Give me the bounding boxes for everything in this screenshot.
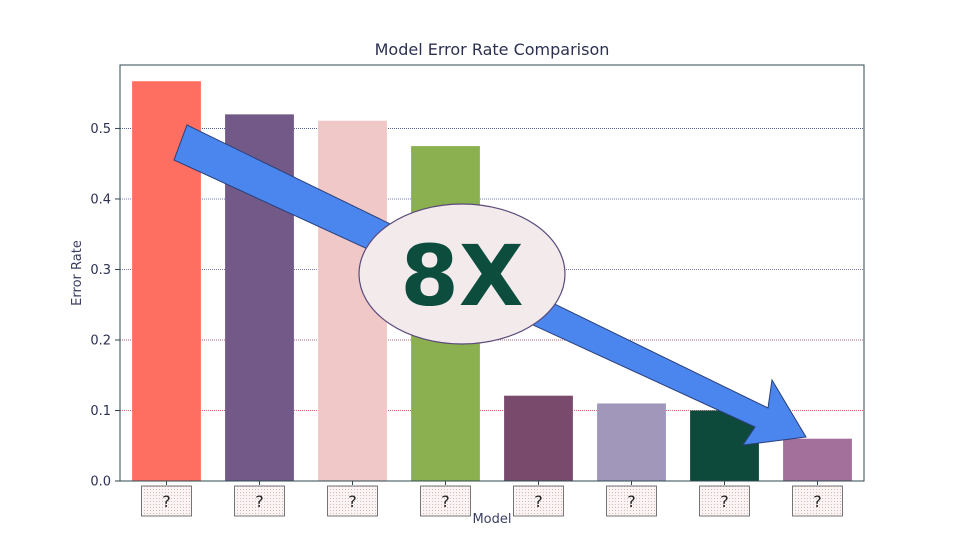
x-tick-label: ? [162,492,171,511]
x-tick-label: ? [813,492,822,511]
x-tick-label: ? [441,492,450,511]
multiplier-text: 8X [400,227,523,325]
x-tick-box [420,485,471,517]
x-axis-ticks: ???????? [141,481,843,517]
chart-title: Model Error Rate Comparison [375,40,610,59]
y-tick-label: 0.4 [90,192,111,207]
y-axis-label: Error Rate [70,240,85,306]
x-tick-label: ? [720,492,729,511]
x-tick-box [513,485,564,517]
x-tick-label: ? [255,492,264,511]
x-tick-box [699,485,750,517]
y-tick-label: 0.5 [90,122,111,137]
x-tick-box [234,485,285,517]
multiplier-badge [358,203,566,345]
y-tick-label: 0.0 [90,475,111,490]
x-tick-label: ? [348,492,357,511]
bar [504,395,573,481]
x-tick-label: ? [627,492,636,511]
x-tick-box [327,485,378,517]
y-tick-label: 0.2 [90,333,111,348]
y-tick-label: 0.3 [90,263,111,278]
trend-annotation: 8X [173,124,807,446]
x-tick-box [141,485,192,517]
plot-frame [119,64,865,482]
x-tick-label: ? [534,492,543,511]
y-tick-label: 0.1 [90,404,111,419]
bar [783,438,852,481]
x-tick-box [606,485,657,517]
x-axis-label: Model [472,512,511,527]
x-tick-box [792,485,843,517]
bar [597,403,666,481]
y-axis-ticks: 0.0 0.1 0.2 0.3 0.4 0.5 [90,122,120,490]
